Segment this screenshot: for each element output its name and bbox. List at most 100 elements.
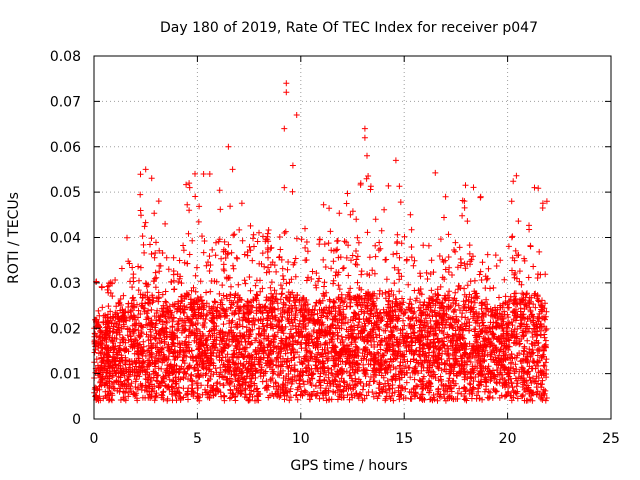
data-point: [487, 319, 494, 326]
data-point: [130, 294, 137, 301]
data-point: [235, 354, 242, 361]
data-point: [297, 368, 304, 375]
data-point: [411, 287, 418, 294]
data-point: [338, 366, 345, 373]
data-point: [230, 262, 236, 269]
data-point: [348, 391, 355, 398]
data-point: [330, 277, 337, 284]
data-point: [99, 304, 106, 311]
data-point: [412, 297, 419, 304]
data-point: [477, 356, 484, 363]
data-point: [97, 379, 104, 386]
data-point: [475, 388, 482, 395]
data-point: [538, 392, 545, 399]
data-point: [372, 242, 379, 249]
data-point: [335, 294, 342, 301]
data-point: [321, 363, 328, 370]
data-point: [335, 269, 342, 276]
data-point: [287, 385, 294, 392]
data-point: [302, 225, 308, 232]
data-point: [297, 341, 304, 348]
data-point: [311, 318, 318, 325]
data-point: [345, 335, 352, 342]
data-point: [163, 318, 170, 325]
data-point: [252, 337, 259, 344]
data-point: [159, 319, 166, 325]
data-point: [543, 395, 550, 401]
data-point: [190, 298, 197, 305]
data-point: [275, 317, 282, 324]
data-point: [340, 351, 347, 358]
data-point: [321, 279, 328, 286]
data-point: [521, 255, 528, 262]
data-point: [250, 318, 257, 324]
data-point: [435, 335, 441, 342]
data-point: [454, 390, 461, 397]
data-point: [374, 359, 381, 365]
data-point: [518, 281, 525, 288]
data-point: [305, 274, 311, 281]
data-point: [226, 342, 232, 348]
data-point: [237, 304, 244, 311]
data-point: [399, 385, 406, 392]
data-point: [231, 372, 238, 379]
data-point: [358, 271, 365, 278]
data-point: [306, 317, 313, 324]
data-point: [206, 303, 213, 310]
data-point: [226, 356, 233, 363]
data-point: [482, 365, 489, 372]
data-point: [372, 331, 379, 338]
data-point: [344, 190, 351, 197]
data-point: [396, 288, 403, 295]
data-point: [207, 262, 214, 268]
data-point: [461, 285, 468, 292]
data-point: [289, 162, 296, 169]
data-point: [215, 238, 222, 245]
data-point: [465, 304, 472, 311]
data-point: [470, 304, 477, 311]
data-point: [305, 372, 312, 379]
data-point: [288, 357, 295, 364]
data-point: [148, 388, 155, 395]
data-point: [384, 323, 391, 330]
data-point: [497, 376, 503, 383]
data-point: [338, 325, 345, 332]
data-point: [412, 389, 419, 396]
data-point: [513, 172, 520, 179]
data-point: [410, 262, 417, 269]
data-point: [289, 345, 296, 352]
data-point: [133, 363, 139, 370]
data-point: [395, 384, 402, 391]
data-point: [531, 292, 538, 299]
data-point: [354, 360, 360, 367]
data-point: [259, 320, 266, 327]
data-point: [227, 363, 234, 370]
data-point: [271, 262, 278, 269]
data-point: [212, 252, 219, 259]
data-point: [328, 366, 335, 373]
data-point: [335, 322, 342, 329]
data-point: [511, 257, 518, 264]
data-point: [242, 280, 249, 287]
data-point: [365, 361, 372, 368]
data-point: [175, 384, 182, 391]
data-point: [120, 292, 127, 299]
data-point: [526, 346, 533, 353]
data-point: [341, 238, 348, 245]
data-point: [537, 381, 544, 388]
data-point: [370, 313, 377, 320]
data-point: [166, 365, 173, 372]
data-point: [391, 303, 398, 310]
data-point: [388, 376, 395, 383]
data-point: [310, 370, 317, 377]
data-point: [492, 345, 499, 352]
data-point: [403, 379, 410, 386]
data-point: [152, 327, 159, 334]
data-point: [245, 352, 252, 359]
data-point: [245, 305, 252, 312]
data-point: [245, 318, 252, 325]
data-point: [476, 271, 483, 278]
data-point: [486, 393, 493, 400]
data-point: [337, 367, 344, 374]
data-point: [141, 387, 148, 394]
